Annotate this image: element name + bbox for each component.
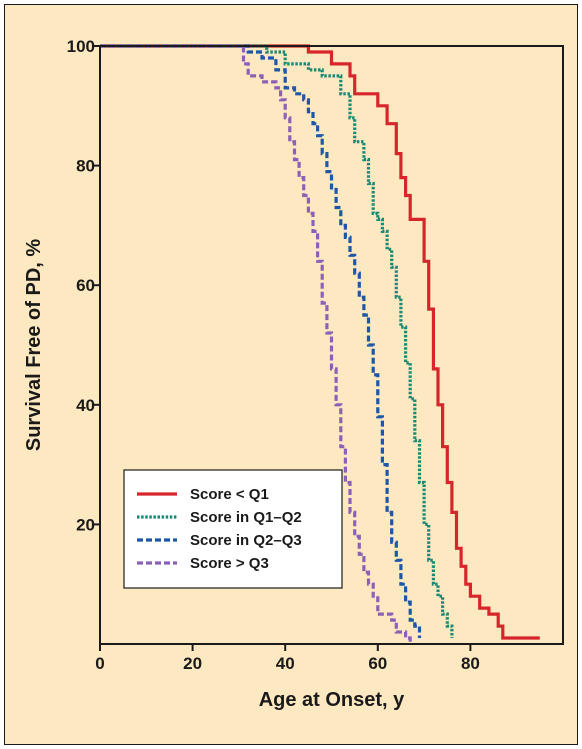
legend-label-3: Score in Q2–Q3 — [190, 532, 302, 549]
y-axis-title: Survival Free of PD, % — [23, 239, 45, 452]
x-tick-label: 80 — [461, 654, 480, 673]
ticks-layer: 0 20 40 60 80 20 40 60 80 100 — [67, 37, 480, 673]
legend: Score < Q1 Score in Q1–Q2 Score in Q2–Q3 Sc… — [123, 469, 343, 589]
legend-box — [123, 469, 343, 589]
y-tick-label: 80 — [76, 157, 95, 176]
plot-frame — [99, 45, 564, 645]
series-line-2 — [100, 44, 454, 638]
x-tick-label: 60 — [368, 654, 387, 673]
series-line-1 — [100, 44, 540, 640]
y-tick-label: 20 — [76, 515, 95, 534]
x-tick-label: 40 — [276, 654, 295, 673]
legend-label-2: Score in Q1–Q2 — [190, 509, 302, 526]
series-line-3 — [100, 44, 422, 638]
y-tick-label: 60 — [76, 276, 95, 295]
legend-label-4: Score > Q3 — [190, 555, 269, 572]
series-line-4 — [100, 44, 412, 644]
y-tick-label: 100 — [67, 37, 95, 56]
series-layer — [100, 44, 540, 644]
x-tick-label: 20 — [183, 654, 202, 673]
x-axis-title: Age at Onset, y — [259, 689, 405, 711]
x-tick-label: 0 — [95, 654, 104, 673]
y-tick-label: 40 — [76, 396, 95, 415]
legend-label-1: Score < Q1 — [190, 486, 269, 503]
